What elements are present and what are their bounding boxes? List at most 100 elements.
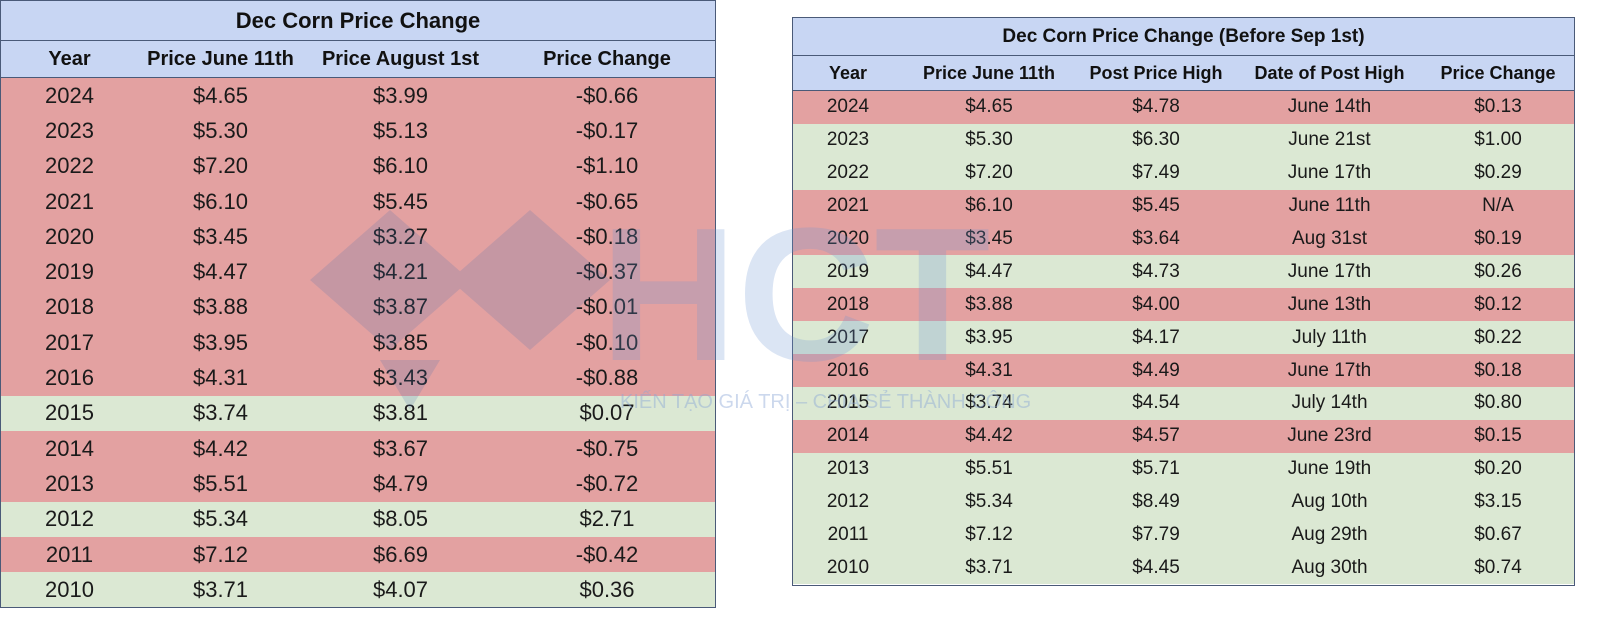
table-cell: $5.34 — [965, 491, 1013, 513]
column-header: Price Change — [543, 47, 671, 70]
table-body: 2024 $4.65 $4.78 June 14th $0.13 2023 $5.30 $6.… — [793, 91, 1574, 585]
table-cell: -$0.37 — [575, 259, 639, 285]
table-cell: $5.30 — [192, 117, 249, 143]
table-cell: 2015 — [45, 400, 94, 426]
table-cell: $6.10 — [372, 153, 429, 179]
table-cell: $0.15 — [1474, 425, 1522, 447]
table-cell: 2015 — [826, 392, 870, 414]
table-cell: $4.49 — [1132, 359, 1180, 381]
table-row: 2019 $4.47 $4.21 -$0.37 — [1, 254, 715, 290]
table-cell: $0.22 — [1474, 326, 1522, 348]
table-cell: $4.65 — [192, 82, 249, 108]
table-cell: 2024 — [826, 96, 870, 118]
table-cell: $4.31 — [192, 365, 249, 391]
table-cell: $4.65 — [965, 96, 1013, 118]
table-cell: 2017 — [826, 326, 870, 348]
table-cell: 2017 — [45, 329, 94, 355]
table-cell: $7.20 — [965, 162, 1013, 184]
table-cell: 2010 — [826, 556, 870, 578]
table-cell: 2019 — [826, 260, 870, 282]
table-cell: $7.12 — [192, 541, 249, 567]
column-header: Post Price High — [1089, 62, 1223, 83]
table-row: 2010 $3.71 $4.45 Aug 30th $0.74 — [793, 551, 1574, 585]
table-cell: $3.99 — [372, 82, 429, 108]
table-cell: -$0.10 — [575, 329, 639, 355]
table-cell: $3.88 — [965, 293, 1013, 315]
table-row: 2023 $5.30 $5.13 -$0.17 — [1, 113, 715, 149]
table-cell: 2019 — [45, 259, 94, 285]
table-cell: June 11th — [1288, 195, 1371, 217]
table-cell: -$0.65 — [575, 188, 639, 214]
table-cell: $0.29 — [1474, 162, 1522, 184]
column-header: Year — [828, 62, 868, 83]
table-row: 2012 $5.34 $8.49 Aug 10th $3.15 — [793, 485, 1574, 519]
table-row: 2013 $5.51 $5.71 June 19th $0.20 — [793, 452, 1574, 486]
table-cell: $3.74 — [965, 392, 1013, 414]
table-cell: $3.71 — [965, 556, 1013, 578]
table-cell: -$0.18 — [575, 223, 639, 249]
column-header: Price June 11th — [922, 62, 1056, 83]
table-cell: $3.87 — [372, 294, 429, 320]
table-cell: $7.79 — [1132, 524, 1180, 546]
table-cell: June 13th — [1287, 293, 1372, 315]
table-cell: $7.20 — [192, 153, 249, 179]
table-row: 2019 $4.47 $4.73 June 17th $0.26 — [793, 255, 1574, 289]
table-cell: $5.45 — [372, 188, 429, 214]
table-row: 2022 $7.20 $7.49 June 17th $0.29 — [793, 156, 1574, 190]
table-cell: 2021 — [45, 188, 94, 214]
column-header: Year — [48, 47, 91, 70]
table-cell: -$0.88 — [575, 365, 639, 391]
table-row: 2022 $7.20 $6.10 -$1.10 — [1, 148, 715, 184]
table-cell: $3.85 — [372, 329, 429, 355]
table-cell: June 19th — [1287, 458, 1372, 480]
table-row: 2013 $5.51 $4.79 -$0.72 — [1, 466, 715, 502]
table-cell: $5.51 — [965, 458, 1013, 480]
table-cell: $0.07 — [579, 400, 635, 426]
table-cell: $3.64 — [1132, 228, 1180, 249]
table-cell: 2010 — [45, 576, 94, 602]
table-cell: Aug 31st — [1292, 228, 1367, 249]
table-cell: 2011 — [827, 524, 869, 546]
table-cell: June 14th — [1287, 96, 1372, 118]
table-cell: $6.10 — [965, 195, 1013, 217]
table-cell: $0.80 — [1474, 392, 1522, 414]
table-row: 2024 $4.65 $3.99 -$0.66 — [1, 78, 715, 114]
table-cell: $3.15 — [1474, 491, 1522, 513]
table-row: 2014 $4.42 $3.67 -$0.75 — [1, 430, 715, 467]
table-cell: 2018 — [826, 293, 870, 315]
table-header-row: Year Price June 11th Post Price High Date o… — [793, 56, 1574, 91]
column-header: Date of Post High — [1254, 62, 1405, 83]
table-cell: June 17th — [1287, 162, 1372, 184]
table-cell: $4.42 — [192, 435, 249, 461]
table-cell: 2023 — [45, 117, 94, 143]
dec-corn-price-change-before-sep-table: Dec Corn Price Change (Before Sep 1st) Y… — [792, 17, 1575, 586]
table-cell: 2013 — [45, 470, 94, 496]
table-row: 2024 $4.65 $4.78 June 14th $0.13 — [793, 91, 1574, 124]
table-cell: $0.19 — [1474, 228, 1522, 249]
dec-corn-price-change-table: Dec Corn Price Change Year Price June 11t… — [0, 0, 716, 608]
table-cell: $7.49 — [1132, 162, 1180, 184]
table-cell: $4.45 — [1132, 556, 1180, 578]
table-cell: $6.30 — [1132, 129, 1180, 151]
table-cell: $4.31 — [965, 359, 1013, 381]
table-cell: 2018 — [45, 294, 94, 320]
table-cell: 2014 — [826, 425, 870, 447]
table-cell: $0.12 — [1474, 293, 1522, 315]
table-cell: $4.21 — [372, 259, 429, 285]
table-cell: 2012 — [45, 506, 94, 532]
table-cell: 2022 — [45, 153, 94, 179]
table-row: 2023 $5.30 $6.30 June 21st $1.00 — [793, 123, 1574, 157]
table-cell: $3.81 — [372, 400, 429, 426]
table-cell: $0.67 — [1474, 524, 1522, 546]
table-body: 2024 $4.65 $3.99 -$0.66 2023 $5.30 $5.13 -$0.17… — [1, 78, 715, 608]
table-row: 2017 $3.95 $3.85 -$0.10 — [1, 325, 715, 361]
table-row: 2014 $4.42 $4.57 June 23rd $0.15 — [793, 419, 1574, 453]
table-cell: $4.57 — [1132, 425, 1180, 447]
table-cell: $3.43 — [372, 365, 429, 391]
table-row: 2021 $6.10 $5.45 June 11th N/A — [793, 189, 1574, 223]
table-cell: $4.47 — [965, 260, 1013, 282]
table-cell: 2014 — [45, 435, 94, 461]
table-cell: 2020 — [45, 223, 94, 249]
table-title: Dec Corn Price Change (Before Sep 1st) — [793, 18, 1574, 56]
table-row: 2016 $4.31 $4.49 June 17th $0.18 — [793, 354, 1574, 388]
